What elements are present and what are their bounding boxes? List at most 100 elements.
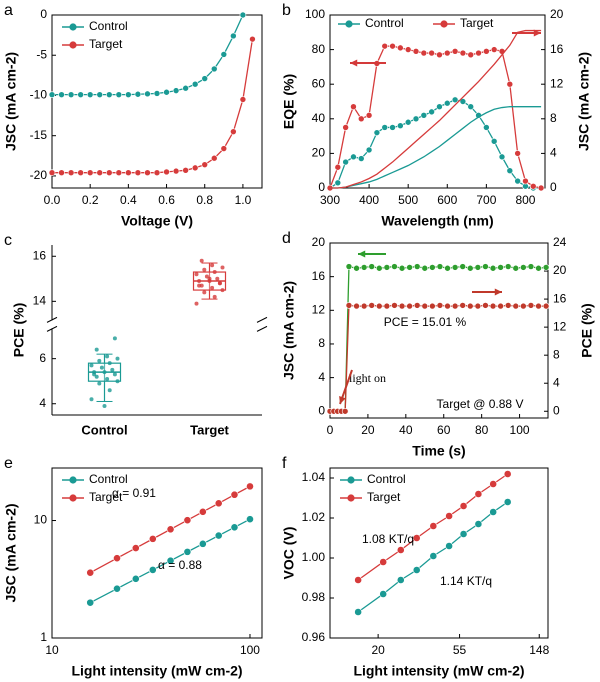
annotation: Target @ 0.88 V (437, 397, 524, 411)
y-tick-label: 1 (40, 630, 47, 644)
y-tick-label: 4 (39, 396, 46, 410)
data-point (148, 534, 157, 543)
data-point (198, 539, 207, 548)
legend-label: Control (365, 16, 404, 30)
data-point (67, 169, 75, 177)
x-tick-label: 600 (437, 193, 457, 207)
legend-marker (440, 20, 448, 28)
data-point (92, 372, 97, 377)
data-point (421, 264, 429, 272)
data-point (107, 361, 112, 366)
annotation: 1.08 KT/q (362, 532, 414, 546)
data-point (110, 367, 115, 372)
data-point (503, 498, 512, 506)
data-point (375, 302, 383, 310)
data-point (520, 264, 527, 271)
y-axis-title: JSC (mA cm-2) (281, 281, 297, 380)
data-point (443, 99, 451, 107)
data-point (489, 264, 497, 272)
data-point (412, 48, 420, 55)
data-point (153, 90, 161, 97)
data-point (368, 263, 376, 270)
data-point (503, 470, 512, 478)
y-axis-title: EQE (%) (281, 74, 297, 129)
data-point (428, 49, 435, 57)
data-point (542, 264, 550, 271)
data-point (467, 51, 475, 59)
x-tick-label: 500 (398, 193, 418, 207)
y2-tick-label: 8 (550, 111, 557, 125)
data-point (404, 46, 412, 53)
data-point (207, 276, 212, 281)
data-point (342, 158, 349, 166)
data-point (466, 264, 474, 272)
data-point (527, 263, 535, 270)
x-axis-title: Wavelength (nm) (381, 213, 493, 229)
data-point (520, 302, 527, 310)
data-point (350, 103, 357, 110)
data-point (166, 556, 175, 565)
data-point (86, 91, 94, 98)
y-tick-label: 0 (318, 403, 325, 417)
x-tick-label: 0.2 (82, 193, 99, 207)
plot-frame (51, 14, 263, 189)
data-point (443, 49, 451, 57)
data-point (230, 490, 239, 499)
data-point (202, 267, 207, 272)
data-point (412, 534, 421, 542)
data-point (504, 263, 512, 270)
data-point (354, 608, 363, 616)
data-point (134, 90, 142, 98)
plot-frame (51, 467, 263, 639)
data-point (391, 263, 398, 270)
data-point (210, 154, 218, 162)
data-point (474, 302, 482, 310)
data-point (191, 164, 199, 172)
data-point (497, 302, 504, 310)
data-point (483, 124, 490, 131)
data-point (48, 169, 56, 177)
data-point (215, 276, 220, 281)
data-point (166, 525, 175, 534)
data-point (353, 302, 360, 310)
series-line (357, 473, 509, 581)
data-point (483, 48, 490, 55)
data-point (334, 163, 342, 171)
data-point (194, 301, 199, 306)
y-axis-title: JSC (mA cm-2) (3, 52, 19, 151)
y-tick-label: 12 (312, 302, 326, 316)
y-tick-label: 100 (305, 7, 325, 21)
data-point (412, 115, 420, 123)
series-line (89, 518, 251, 604)
data-point (144, 90, 151, 98)
data-point (97, 381, 102, 386)
x-tick-label: 0 (327, 423, 334, 437)
y-tick-label: 8 (318, 336, 325, 350)
y-tick-label: 80 (312, 42, 326, 56)
data-point (368, 302, 376, 309)
data-point (199, 258, 204, 263)
y-tick-label: 1.00 (302, 550, 326, 564)
data-point (131, 574, 140, 583)
legend-label: Control (89, 19, 128, 33)
x-tick-label: 0.0 (44, 193, 61, 207)
data-point (201, 75, 209, 82)
data-point (182, 84, 189, 92)
data-point (379, 558, 388, 566)
data-point (444, 264, 451, 272)
legend-label: Target (89, 37, 123, 51)
data-point (429, 302, 436, 310)
data-point (406, 302, 413, 310)
data-point (163, 88, 170, 96)
data-point (353, 264, 360, 272)
data-point (444, 302, 451, 310)
data-point (112, 336, 117, 341)
data-point (413, 302, 421, 309)
data-point (345, 302, 353, 309)
data-point (527, 302, 535, 309)
data-point (198, 507, 207, 516)
data-point (365, 146, 373, 154)
x-tick-label: 100 (240, 643, 260, 657)
data-point (125, 91, 132, 98)
data-point (475, 49, 482, 57)
